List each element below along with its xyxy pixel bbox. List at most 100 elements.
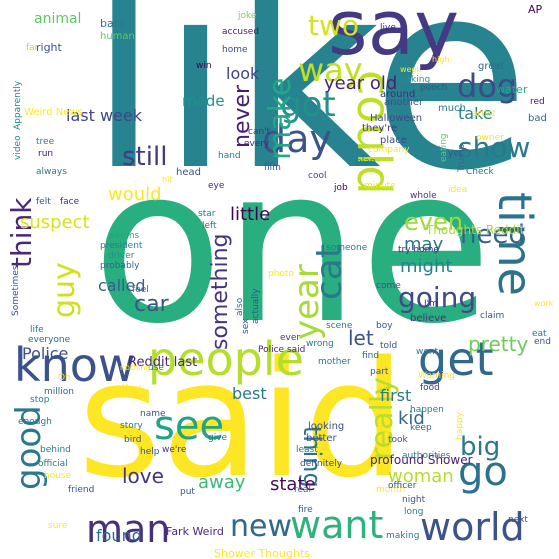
word: month — [376, 485, 406, 495]
word: story — [120, 421, 143, 431]
word: suspect — [20, 212, 90, 233]
word: may — [404, 234, 444, 255]
word: AP — [528, 3, 543, 16]
word: Shower Thoughts — [214, 547, 310, 559]
word: come — [376, 281, 401, 291]
word: pretty — [468, 332, 529, 356]
word: also — [235, 297, 245, 316]
word: nothing — [120, 363, 151, 372]
word: get — [418, 332, 494, 386]
word: one — [92, 120, 493, 371]
word: another — [384, 97, 424, 108]
word: help — [140, 447, 160, 457]
word: eat — [532, 329, 547, 339]
word: Apparently — [13, 80, 23, 130]
word: Hour — [122, 383, 142, 392]
word: show — [458, 131, 531, 164]
word: seems — [110, 231, 140, 241]
word: making — [386, 531, 420, 541]
word: want — [290, 503, 384, 547]
word: big — [460, 432, 501, 462]
word: food — [420, 383, 440, 393]
word: went — [416, 347, 439, 357]
word: wrong — [306, 339, 334, 349]
word: bird — [124, 435, 142, 445]
word: house — [44, 471, 72, 481]
word: million — [44, 387, 74, 397]
word: Sometimes — [11, 265, 21, 316]
word: high — [432, 55, 450, 64]
word: hit — [162, 175, 173, 184]
word: every — [244, 139, 270, 149]
word: best — [232, 384, 267, 403]
word: yet — [448, 149, 463, 159]
word: make — [263, 77, 298, 160]
word: accused — [222, 27, 260, 37]
word: say — [328, 0, 460, 72]
word: man — [86, 507, 171, 551]
word: whole — [410, 191, 437, 201]
word: authorities — [402, 451, 451, 461]
word: artist — [472, 109, 496, 119]
word: everyone — [28, 335, 71, 345]
word: home — [222, 45, 248, 55]
word: taking — [402, 75, 431, 85]
word: Halloween — [370, 113, 423, 124]
word: owner — [476, 133, 504, 143]
word: definitely — [300, 459, 343, 469]
word: Reddit last — [128, 355, 198, 370]
word: face — [60, 197, 80, 207]
word: know — [14, 338, 136, 392]
word: claim — [480, 311, 505, 321]
word: guy — [47, 262, 82, 318]
word: boy — [376, 321, 393, 331]
word: let — [348, 326, 374, 350]
word: car — [134, 292, 169, 317]
word: left — [202, 221, 217, 231]
word: fire — [298, 505, 313, 515]
word: woman — [388, 466, 454, 487]
word: last week — [66, 106, 142, 125]
word: got — [280, 85, 336, 125]
word: might — [400, 256, 453, 277]
word: driver — [108, 251, 135, 261]
word: year old — [324, 73, 398, 94]
word: state — [270, 474, 316, 495]
word: least — [296, 445, 318, 455]
word: win — [196, 61, 212, 71]
word: enough — [18, 417, 52, 427]
word: joke — [238, 11, 257, 21]
word: ever — [280, 333, 301, 343]
word: back — [100, 17, 127, 30]
word: made — [182, 92, 225, 110]
word: believe — [410, 313, 447, 324]
word: always — [36, 167, 67, 177]
word: told — [380, 341, 398, 351]
word: people — [148, 332, 304, 386]
word: bad — [528, 113, 547, 124]
word: week — [400, 65, 422, 74]
word: red — [530, 97, 545, 107]
word: much — [438, 103, 466, 114]
word: Oh — [58, 373, 71, 383]
word: happy — [455, 412, 465, 440]
word: give — [208, 433, 228, 443]
word: cool — [308, 171, 327, 181]
word: felt — [36, 197, 51, 207]
word: end — [534, 337, 551, 347]
word: we're — [162, 445, 187, 455]
word: friend — [68, 485, 95, 495]
word: happen — [410, 405, 444, 415]
word: human — [100, 31, 135, 42]
word: job — [334, 183, 348, 193]
word: profound Shower — [370, 453, 473, 467]
word: year — [287, 264, 327, 340]
word: officer — [388, 481, 417, 491]
word: they're — [362, 123, 398, 134]
word: sure — [48, 521, 68, 531]
word: go — [458, 449, 508, 495]
word: try home — [398, 245, 439, 255]
word: use — [148, 363, 164, 373]
word: president — [100, 241, 143, 251]
